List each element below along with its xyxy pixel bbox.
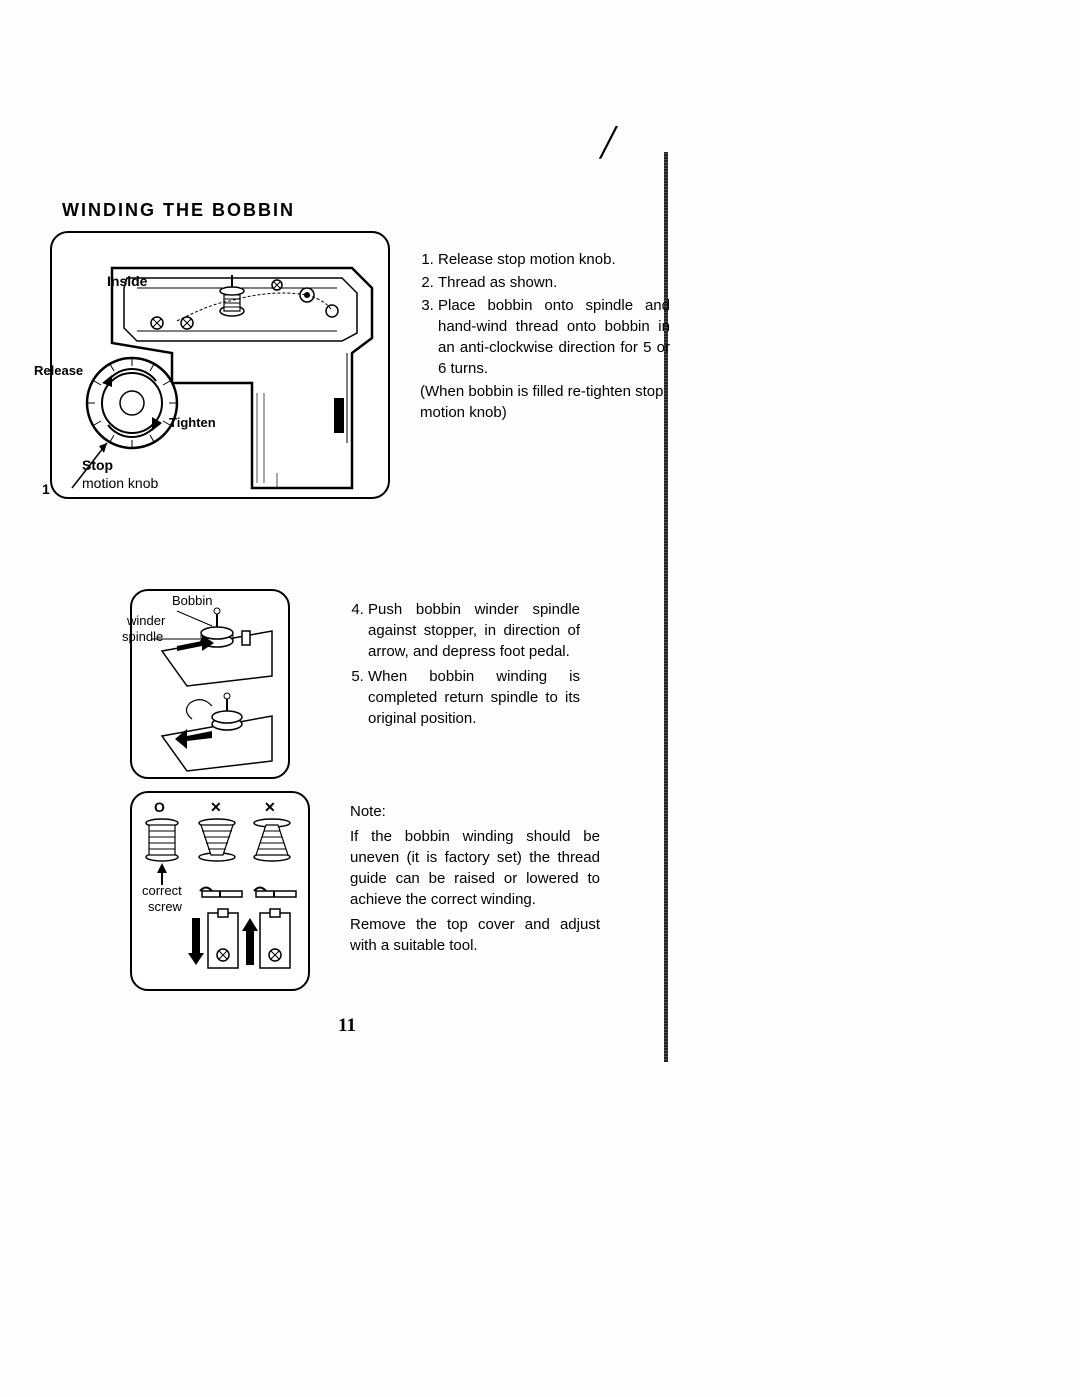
label-stop: Stop bbox=[82, 457, 113, 473]
label-correct: correct bbox=[142, 883, 182, 898]
label-release: Release bbox=[34, 363, 83, 378]
label-x2: ✕ bbox=[264, 799, 276, 816]
paren-note: (When bobbin is filled re-tighten stop m… bbox=[420, 381, 670, 423]
step-5: When bobbin winding is completed return … bbox=[368, 666, 580, 729]
figure-3: O ✕ ✕ correct screw bbox=[130, 791, 310, 991]
figure-2: Bobbin winder spindle bbox=[130, 589, 290, 779]
label-motion-knob: motion knob bbox=[82, 475, 158, 491]
label-one: 1 bbox=[42, 481, 50, 497]
label-screw: screw bbox=[148, 899, 182, 914]
page-number: 11 bbox=[338, 1015, 356, 1037]
label-tighten: Tighten bbox=[169, 415, 216, 430]
instructions-2: Push bobbin winder spindle against stopp… bbox=[350, 589, 580, 733]
label-winder: winder bbox=[127, 613, 165, 628]
note-p2: Remove the top cover and adjust with a s… bbox=[350, 914, 600, 956]
label-bobbin: Bobbin bbox=[172, 593, 212, 608]
stray-mark: ╱ bbox=[600, 126, 617, 159]
step-4: Push bobbin winder spindle against stopp… bbox=[368, 599, 580, 662]
page-title: WINDING THE BOBBIN bbox=[62, 200, 670, 221]
note-p1: If the bobbin winding should be uneven (… bbox=[350, 826, 600, 910]
page-content: WINDING THE BOBBIN bbox=[50, 200, 670, 991]
section-1: Inside Release Tighten Stop motion knob … bbox=[50, 231, 670, 499]
instructions-1: Release stop motion knob. Thread as show… bbox=[420, 231, 670, 423]
section-3: O ✕ ✕ correct screw Note: If the bobbin … bbox=[130, 791, 670, 991]
label-spindle: spindle bbox=[122, 629, 163, 644]
label-x1: ✕ bbox=[210, 799, 222, 816]
section-2: Bobbin winder spindle Push bobbin winder… bbox=[130, 589, 670, 779]
label-o: O bbox=[154, 799, 165, 815]
step-2: Thread as shown. bbox=[438, 272, 670, 293]
note-block: Note: If the bobbin winding should be un… bbox=[350, 791, 600, 960]
step-1: Release stop motion knob. bbox=[438, 249, 670, 270]
note-heading: Note: bbox=[350, 801, 600, 822]
step-3: Place bobbin onto spindle and hand-wind … bbox=[438, 295, 670, 379]
label-inside: Inside bbox=[107, 273, 147, 289]
figure-1: Inside Release Tighten Stop motion knob … bbox=[50, 231, 390, 499]
